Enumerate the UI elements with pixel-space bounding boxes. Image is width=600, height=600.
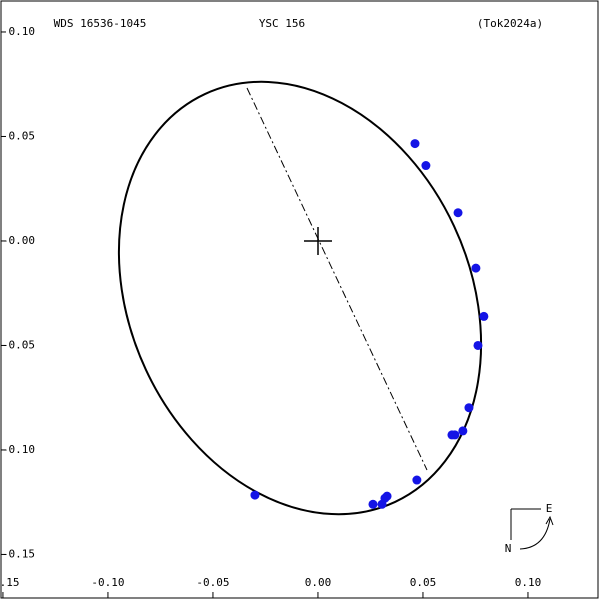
chart-title: YSC 156: [259, 17, 305, 30]
y-tick-label: 0.10: [9, 25, 36, 38]
compass-east: E: [546, 502, 553, 515]
y-tick-label: -0.10: [2, 443, 35, 456]
observation: [412, 475, 422, 485]
observation: [473, 340, 483, 350]
observation: [410, 139, 420, 149]
observation: [368, 499, 378, 509]
compass-north: N: [505, 542, 512, 555]
x-tick-label: 0.05: [410, 576, 437, 589]
y-tick-label: -0.05: [2, 338, 35, 351]
observation: [464, 403, 474, 413]
compass: E N: [505, 502, 554, 555]
observation: [471, 263, 481, 273]
compass-arrowhead: [545, 515, 554, 526]
observation: [453, 208, 463, 218]
observation: [458, 426, 468, 436]
line-of-nodes: [246, 87, 428, 471]
x-tick-label: -0.05: [196, 576, 229, 589]
compass-arrow: [519, 518, 551, 550]
y-tick-label: -0.15: [2, 547, 35, 560]
orbit-ellipse: [117, 80, 483, 516]
observation: [377, 499, 387, 509]
observation: [447, 430, 457, 440]
y-tick-label: 0.05: [9, 129, 36, 142]
x-tick-label: 0.00: [305, 576, 332, 589]
observation: [250, 490, 260, 500]
y-tick-label: -0.00: [2, 234, 35, 247]
x-tick-label: -0.10: [91, 576, 124, 589]
reference: (Tok2024a): [477, 17, 543, 30]
observation: [421, 161, 431, 171]
observation: [479, 311, 489, 321]
x-tick-label: -0.15: [0, 576, 20, 589]
system-id: WDS 16536-1045: [54, 17, 147, 30]
x-tick-label: 0.10: [515, 576, 542, 589]
